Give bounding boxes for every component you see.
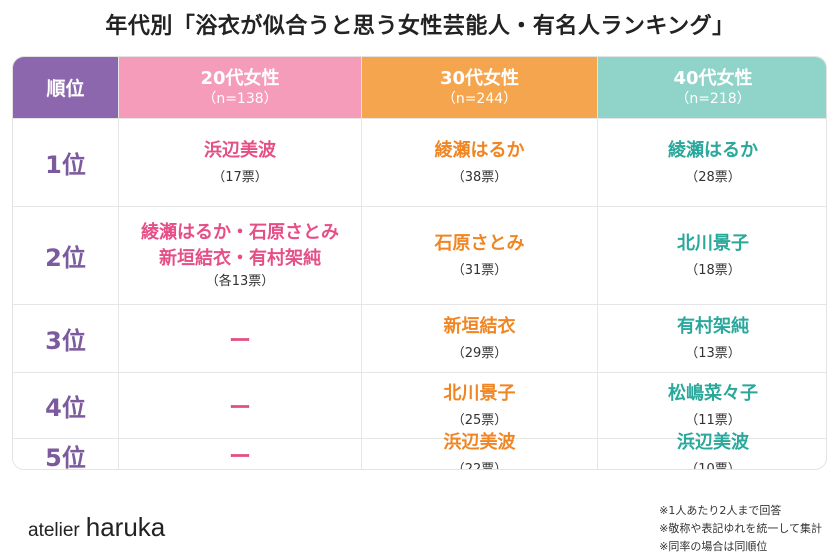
- brand-logo-part2: haruka: [85, 512, 166, 542]
- header-40s-label: 40代女性: [673, 67, 753, 89]
- rank-2-20s-name-line1: 綾瀬はるか・石原さとみ: [141, 221, 339, 243]
- rank-4-40s-name: 松嶋菜々子: [668, 382, 758, 404]
- rank-3-20s: ー: [119, 305, 362, 373]
- header-20s-label: 20代女性: [200, 67, 280, 89]
- header-20s-n: （n=138）: [202, 90, 278, 107]
- rank-5: 5位: [13, 439, 119, 470]
- rank-1-30s-votes: （38票）: [451, 169, 508, 185]
- rank-3-30s-votes: （29票）: [451, 345, 508, 361]
- rank-5-40s-votes: （10票）: [685, 462, 741, 470]
- rank-1-40s-votes: （28票）: [685, 169, 741, 185]
- rank-3-40s-votes: （13票）: [685, 345, 741, 361]
- rank-5-30s-name: 浜辺美波: [443, 432, 516, 453]
- rank-2-20s: 綾瀬はるか・石原さとみ 新垣結衣・有村架純 （各13票）: [119, 207, 362, 305]
- rank-4-label: 4位: [45, 394, 86, 422]
- rank-4-40s-votes: （11票）: [685, 412, 741, 428]
- footnotes: ※1人あたり2人まで回答 ※敬称や表記ゆれを統一して集計 ※同率の場合は同順位: [659, 502, 822, 556]
- rank-5-40s: 浜辺美波 （10票）: [598, 432, 826, 470]
- rank-1-30s: 綾瀬はるか （38票）: [362, 119, 598, 207]
- rank-4-30s: 北川景子 （25票）: [362, 373, 598, 439]
- rank-2-40s-votes: （18票）: [685, 262, 741, 278]
- rank-2-30s-name: 石原さとみ: [434, 232, 525, 254]
- rank-2-40s-name: 北川景子: [677, 232, 749, 254]
- rank-5-20s-dash: ー: [228, 445, 251, 470]
- rank-1-20s-votes: （17票）: [212, 169, 268, 185]
- rank-1-20s: 浜辺美波 （17票）: [119, 119, 362, 207]
- rank-4-30s-name: 北川景子: [443, 382, 516, 404]
- rank-2: 2位: [13, 207, 119, 305]
- footnote-2: ※敬称や表記ゆれを統一して集計: [659, 522, 822, 535]
- rank-3-label: 3位: [45, 327, 86, 355]
- rank-4-20s: ー: [119, 373, 362, 439]
- rank-4-30s-votes: （25票）: [451, 412, 508, 428]
- rank-1-20s-name: 浜辺美波: [204, 139, 276, 161]
- rank-3-20s-dash: ー: [228, 328, 251, 354]
- rank-1-30s-name: 綾瀬はるか: [434, 139, 525, 161]
- header-30s: 30代女性 （n=244）: [362, 57, 598, 119]
- rank-3-40s: 有村架純 （13票）: [598, 305, 826, 373]
- brand-logo: atelier haruka: [28, 512, 165, 543]
- rank-3-30s-name: 新垣結衣: [443, 315, 516, 337]
- rank-4-20s-dash: ー: [228, 395, 251, 421]
- rank-2-20s-name-line2: 新垣結衣・有村架純: [159, 247, 321, 269]
- brand-logo-part1: atelier: [28, 520, 80, 541]
- rank-2-40s: 北川景子 （18票）: [598, 207, 826, 305]
- header-20s: 20代女性 （n=138）: [119, 57, 362, 119]
- page-title: 年代別「浴衣が似合うと思う女性芸能人・有名人ランキング」: [105, 14, 735, 39]
- rank-3-30s: 新垣結衣 （29票）: [362, 305, 598, 373]
- header-30s-n: （n=244）: [441, 90, 518, 107]
- rank-5-30s-votes: （22票）: [451, 462, 508, 470]
- header-40s-n: （n=218）: [675, 90, 751, 107]
- rank-5-30s: 浜辺美波 （22票）: [362, 432, 598, 470]
- rank-2-label: 2位: [45, 244, 86, 272]
- rank-1-40s-name: 綾瀬はるか: [668, 139, 758, 161]
- rank-1-label: 1位: [45, 151, 86, 179]
- rank-5-label: 5位: [45, 443, 86, 470]
- header-40s: 40代女性 （n=218）: [598, 57, 826, 119]
- rank-2-20s-votes: （各13票）: [205, 273, 275, 289]
- header-rank: 順位: [13, 57, 119, 119]
- rank-4: 4位: [13, 373, 119, 439]
- rank-1: 1位: [13, 119, 119, 207]
- header-30s-label: 30代女性: [439, 67, 520, 89]
- rank-3-40s-name: 有村架純: [677, 315, 749, 337]
- rank-3: 3位: [13, 305, 119, 373]
- rank-5-20s: ー: [119, 439, 362, 470]
- rank-4-40s: 松嶋菜々子 （11票）: [598, 373, 826, 439]
- rank-5-40s-name: 浜辺美波: [677, 432, 749, 453]
- footnote-1: ※1人あたり2人まで回答: [659, 504, 782, 517]
- rank-2-30s-votes: （31票）: [451, 262, 508, 278]
- rank-2-30s: 石原さとみ （31票）: [362, 207, 598, 305]
- header-rank-label: 順位: [46, 78, 85, 100]
- footnote-3: ※同率の場合は同順位: [659, 540, 768, 553]
- rank-1-40s: 綾瀬はるか （28票）: [598, 119, 826, 207]
- ranking-table: 順位 20代女性 （n=138） 30代女性 （n=244） 40代女性 （n=…: [12, 56, 827, 470]
